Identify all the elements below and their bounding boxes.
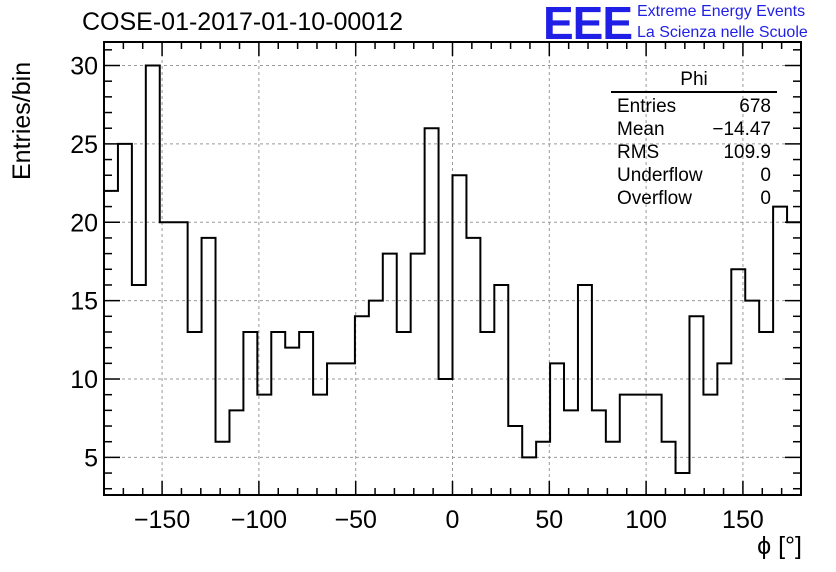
y-tick-label: 30	[70, 53, 98, 81]
x-tick-label: 50	[535, 506, 563, 534]
y-tick-label: 25	[70, 131, 98, 159]
x-tick-label: 150	[722, 506, 764, 534]
histogram-outline	[104, 64, 801, 475]
y-tick-label: 10	[70, 366, 98, 394]
stats-value: 0	[760, 165, 771, 186]
plot-frame	[103, 41, 802, 496]
x-tick-label: 100	[625, 506, 667, 534]
stats-label: Overflow	[617, 188, 692, 209]
x-axis-label: ϕ [°]	[757, 532, 802, 560]
plot-title: COSE-01-2017-01-10-00012	[82, 8, 404, 36]
stats-label: Entries	[617, 96, 677, 117]
y-tick-labels: 5 10 15 20 25 30	[70, 53, 98, 473]
x-tick-label: −50	[334, 506, 376, 534]
y-tick-label: 15	[70, 288, 98, 316]
y-tick-label: 20	[70, 209, 98, 237]
stats-row-underflow: Underflow 0	[611, 164, 777, 187]
stats-value: 0	[760, 188, 771, 209]
y-axis-label: Entries/bin	[8, 61, 36, 180]
y-tick-label: 5	[84, 444, 98, 472]
stats-title: Phi	[611, 70, 777, 93]
stats-row-entries: Entries 678	[611, 95, 777, 118]
stats-label: Mean	[617, 119, 665, 140]
stats-row-overflow: Overflow 0	[611, 187, 777, 210]
stats-label: RMS	[617, 142, 660, 163]
x-tick-labels: −150 −100 −50 0 50 100 150	[134, 506, 764, 534]
stats-row-mean: Mean −14.47	[611, 118, 777, 141]
stats-box: Phi Entries 678 Mean −14.47 RMS 109.9 Un…	[611, 70, 777, 210]
eee-logo: EEE	[543, 0, 633, 49]
logo-line-2: La Scienza nelle Scuole	[637, 24, 808, 41]
stats-row-rms: RMS 109.9	[611, 141, 777, 164]
stats-value: 678	[739, 96, 771, 117]
stats-label: Underflow	[617, 165, 703, 186]
axis-ticks	[103, 42, 802, 495]
stats-value: 109.9	[723, 142, 771, 163]
x-tick-label: 0	[446, 506, 460, 534]
stats-value: −14.47	[712, 119, 771, 140]
logo-line-1: Extreme Energy Events	[637, 3, 806, 20]
x-tick-label: −100	[231, 506, 287, 534]
x-tick-label: −150	[134, 506, 190, 534]
